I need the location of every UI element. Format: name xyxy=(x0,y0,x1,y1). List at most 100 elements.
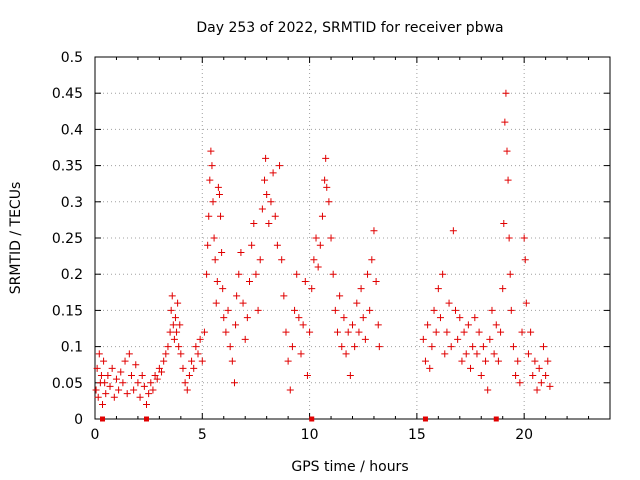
data-point xyxy=(469,343,477,351)
data-point xyxy=(204,241,212,249)
data-point xyxy=(213,277,221,285)
data-point xyxy=(359,314,367,322)
data-point xyxy=(273,241,281,249)
data-point xyxy=(512,372,520,380)
data-point xyxy=(471,314,479,322)
data-point xyxy=(374,321,382,329)
data-point xyxy=(303,372,311,380)
data-point xyxy=(140,382,148,390)
data-point xyxy=(282,328,290,336)
data-point xyxy=(531,357,539,365)
x-axis-label: GPS time / hours xyxy=(291,459,408,475)
baseline-marker xyxy=(144,416,149,422)
data-point xyxy=(164,343,172,351)
data-point xyxy=(522,299,530,307)
data-point xyxy=(432,328,440,336)
data-point xyxy=(338,343,346,351)
data-point xyxy=(138,372,146,380)
data-point xyxy=(217,212,225,220)
data-point xyxy=(276,162,284,170)
y-tick-label: 0.15 xyxy=(52,303,83,319)
data-point xyxy=(158,368,166,376)
data-point xyxy=(121,357,129,365)
data-point xyxy=(224,306,232,314)
data-point xyxy=(506,270,514,278)
data-point xyxy=(265,220,273,228)
data-point xyxy=(246,277,253,285)
data-point xyxy=(488,306,496,314)
data-point xyxy=(215,191,223,199)
data-point xyxy=(130,386,138,394)
data-point xyxy=(464,321,472,329)
data-point xyxy=(544,357,552,365)
x-tick-label: 20 xyxy=(515,427,533,443)
baseline-marker xyxy=(422,416,428,422)
data-point xyxy=(147,379,155,387)
data-point xyxy=(117,368,125,376)
data-point xyxy=(441,350,449,358)
data-point xyxy=(222,328,230,336)
data-point xyxy=(149,386,157,394)
data-point xyxy=(436,314,444,322)
data-point xyxy=(188,357,196,365)
data-point xyxy=(295,314,303,322)
data-point xyxy=(228,357,236,365)
data-point xyxy=(262,154,270,162)
data-point xyxy=(507,306,515,314)
data-point xyxy=(173,328,181,336)
data-point xyxy=(353,299,361,307)
data-point xyxy=(175,343,183,351)
data-point xyxy=(467,364,475,372)
data-point xyxy=(269,169,277,177)
plot-frame xyxy=(94,56,611,420)
data-point xyxy=(258,205,266,213)
data-point xyxy=(104,372,112,380)
data-point xyxy=(454,335,462,343)
data-point xyxy=(462,350,470,358)
data-point xyxy=(486,335,494,343)
data-point xyxy=(208,162,216,170)
data-point xyxy=(316,241,324,249)
data-point xyxy=(210,234,218,242)
data-point xyxy=(284,357,292,365)
data-point xyxy=(288,343,296,351)
data-point xyxy=(499,285,507,293)
data-point xyxy=(101,379,109,387)
x-tick-label: 5 xyxy=(198,427,207,443)
data-point xyxy=(286,386,294,394)
data-point xyxy=(169,321,177,329)
data-point xyxy=(248,241,256,249)
data-point xyxy=(293,270,301,278)
data-point xyxy=(168,292,176,300)
data-point xyxy=(170,335,178,343)
data-point xyxy=(235,270,243,278)
baseline-marker xyxy=(309,416,315,422)
data-point xyxy=(226,343,234,351)
data-point xyxy=(546,382,554,390)
data-point xyxy=(333,328,341,336)
data-point xyxy=(119,379,127,387)
data-point xyxy=(203,270,211,278)
data-point xyxy=(267,198,275,206)
data-point xyxy=(364,270,372,278)
data-point xyxy=(322,154,330,162)
data-point xyxy=(533,386,541,394)
data-point xyxy=(426,364,434,372)
data-point xyxy=(127,372,135,380)
data-point xyxy=(308,285,316,293)
baseline-markers xyxy=(100,416,499,422)
data-point xyxy=(132,361,140,369)
data-point xyxy=(357,285,365,293)
data-point xyxy=(205,212,213,220)
data-point xyxy=(312,234,320,242)
baseline-marker xyxy=(493,416,499,422)
data-point xyxy=(166,328,174,336)
data-point xyxy=(174,299,182,307)
y-tick-label: 0.3 xyxy=(61,195,83,211)
data-point xyxy=(143,401,150,409)
data-point xyxy=(336,292,344,300)
data-point xyxy=(310,256,318,264)
data-point xyxy=(194,350,202,358)
y-axis-label: SRMTID / TECUs xyxy=(8,182,24,295)
data-point xyxy=(125,350,133,358)
